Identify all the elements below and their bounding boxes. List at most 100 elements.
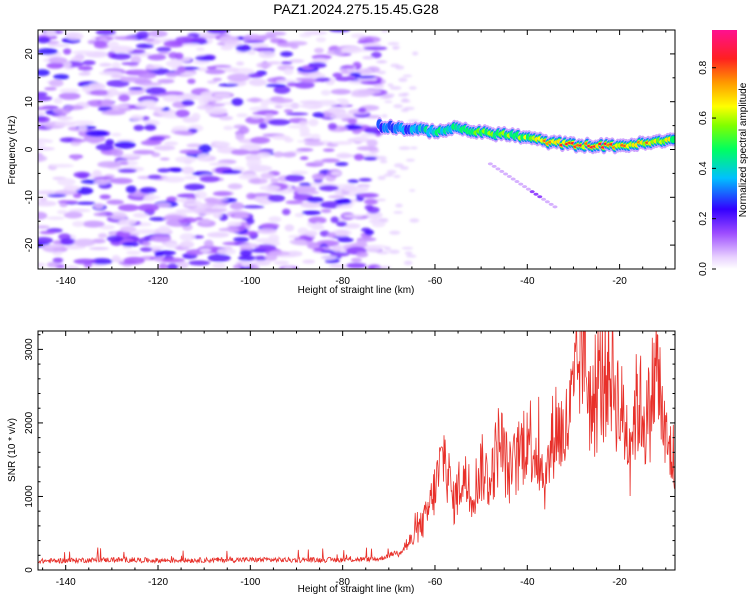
noise-blob [230, 149, 250, 156]
noise-blob [173, 130, 192, 136]
noise-blob [135, 43, 154, 49]
noise-blob [140, 140, 162, 146]
snr-x-ticks: -140 -120 -100 -80 -60 -40 -20 [42, 331, 667, 588]
noise-blob [97, 233, 108, 239]
noise-blob [71, 120, 95, 126]
noise-blob [238, 243, 260, 249]
noise-blob [121, 241, 140, 247]
colorbar-tick-label: 0.8 [698, 60, 709, 74]
noise-blob [393, 211, 403, 214]
snr-y-ticks: 0 1000 2000 3000 [24, 334, 675, 573]
branch-segment [506, 174, 512, 178]
x-tick-label: -120 [148, 276, 168, 287]
noise-blob [256, 228, 277, 235]
noise-blob [393, 175, 401, 178]
y-tick-label: 20 [24, 48, 35, 60]
noise-blob [381, 30, 388, 33]
noise-blob [395, 203, 403, 208]
x-tick-label: -40 [520, 276, 535, 287]
branch-segment [537, 195, 543, 199]
noise-blob [335, 162, 349, 167]
noise-blob [38, 211, 48, 220]
noise-blob [166, 263, 179, 269]
x-tick-label: -140 [56, 276, 76, 287]
noise-blob [357, 89, 382, 94]
snr-panel: -140 -120 -100 -80 -60 -40 -20 0 1000 2000 3000 H… [7, 330, 676, 595]
noise-blob [111, 148, 124, 157]
x-tick-label: -140 [56, 577, 76, 588]
noise-blob [57, 178, 76, 186]
noise-blob [132, 212, 149, 218]
branch-segment [525, 187, 531, 191]
noise-blob [50, 163, 74, 168]
noise-blob [145, 87, 167, 95]
noise-blob [154, 202, 172, 208]
noise-blob [206, 30, 230, 34]
noise-blob [97, 161, 122, 168]
noise-blob [273, 260, 290, 265]
noise-blob [383, 173, 394, 177]
noise-blob [175, 156, 197, 163]
noise-blob [265, 83, 287, 88]
noise-blob [301, 79, 320, 83]
noise-blob [212, 210, 223, 219]
noise-blob [93, 212, 107, 217]
noise-blob [188, 260, 211, 266]
colorbar-tick-label: 0.0 [698, 262, 709, 276]
noise-blob [111, 255, 121, 263]
noise-blob [60, 238, 76, 246]
noise-blob [196, 104, 214, 110]
noise-blob [308, 216, 327, 224]
spectrogram-y-label: Frequency (Hz) [7, 116, 18, 185]
noise-blob [405, 158, 415, 162]
noise-blob [72, 50, 95, 55]
noise-blob [329, 113, 350, 120]
noise-blob [38, 236, 54, 244]
noise-blob [326, 232, 337, 238]
noise-blob [217, 248, 237, 255]
noise-blob [227, 183, 243, 190]
noise-blob [145, 65, 161, 70]
spectrogram-image [38, 30, 675, 269]
noise-blob [164, 242, 179, 249]
noise-blob [92, 169, 102, 176]
noise-blob [343, 214, 364, 218]
noise-blob [360, 133, 377, 137]
noise-blob [288, 235, 301, 239]
x-tick-label: -40 [520, 577, 535, 588]
noise-blob [248, 78, 267, 87]
noise-blob [284, 174, 305, 182]
noise-blob [378, 218, 389, 222]
noise-blob [299, 156, 309, 161]
noise-blob [294, 212, 305, 218]
noise-blob [163, 141, 179, 146]
noise-blob [179, 149, 203, 154]
noise-blob [308, 72, 326, 79]
noise-blob [365, 211, 383, 220]
noise-blob [363, 46, 388, 51]
noise-blob [46, 261, 59, 268]
x-tick-label: -100 [240, 276, 260, 287]
noise-blob [392, 46, 401, 49]
noise-blob [398, 146, 411, 150]
noise-blob [99, 194, 111, 200]
colorbar-label: Normalized spectral amplitude [738, 82, 749, 217]
noise-blob [90, 258, 113, 265]
noise-blob [349, 72, 362, 77]
noise-blob [336, 204, 353, 209]
x-tick-label: -80 [335, 276, 350, 287]
noise-blob [151, 152, 161, 158]
noise-blob [384, 246, 392, 251]
noise-blob [38, 142, 46, 147]
noise-blob [195, 55, 215, 62]
noise-blob [38, 106, 50, 111]
noise-blob [118, 218, 137, 226]
noise-blob [294, 81, 315, 89]
noise-blob [64, 105, 84, 111]
noise-blob [375, 60, 388, 64]
noise-blob [157, 225, 171, 234]
noise-blob [38, 153, 45, 162]
noise-blob [120, 76, 143, 83]
noise-blob [95, 143, 114, 151]
noise-blob [401, 98, 409, 102]
